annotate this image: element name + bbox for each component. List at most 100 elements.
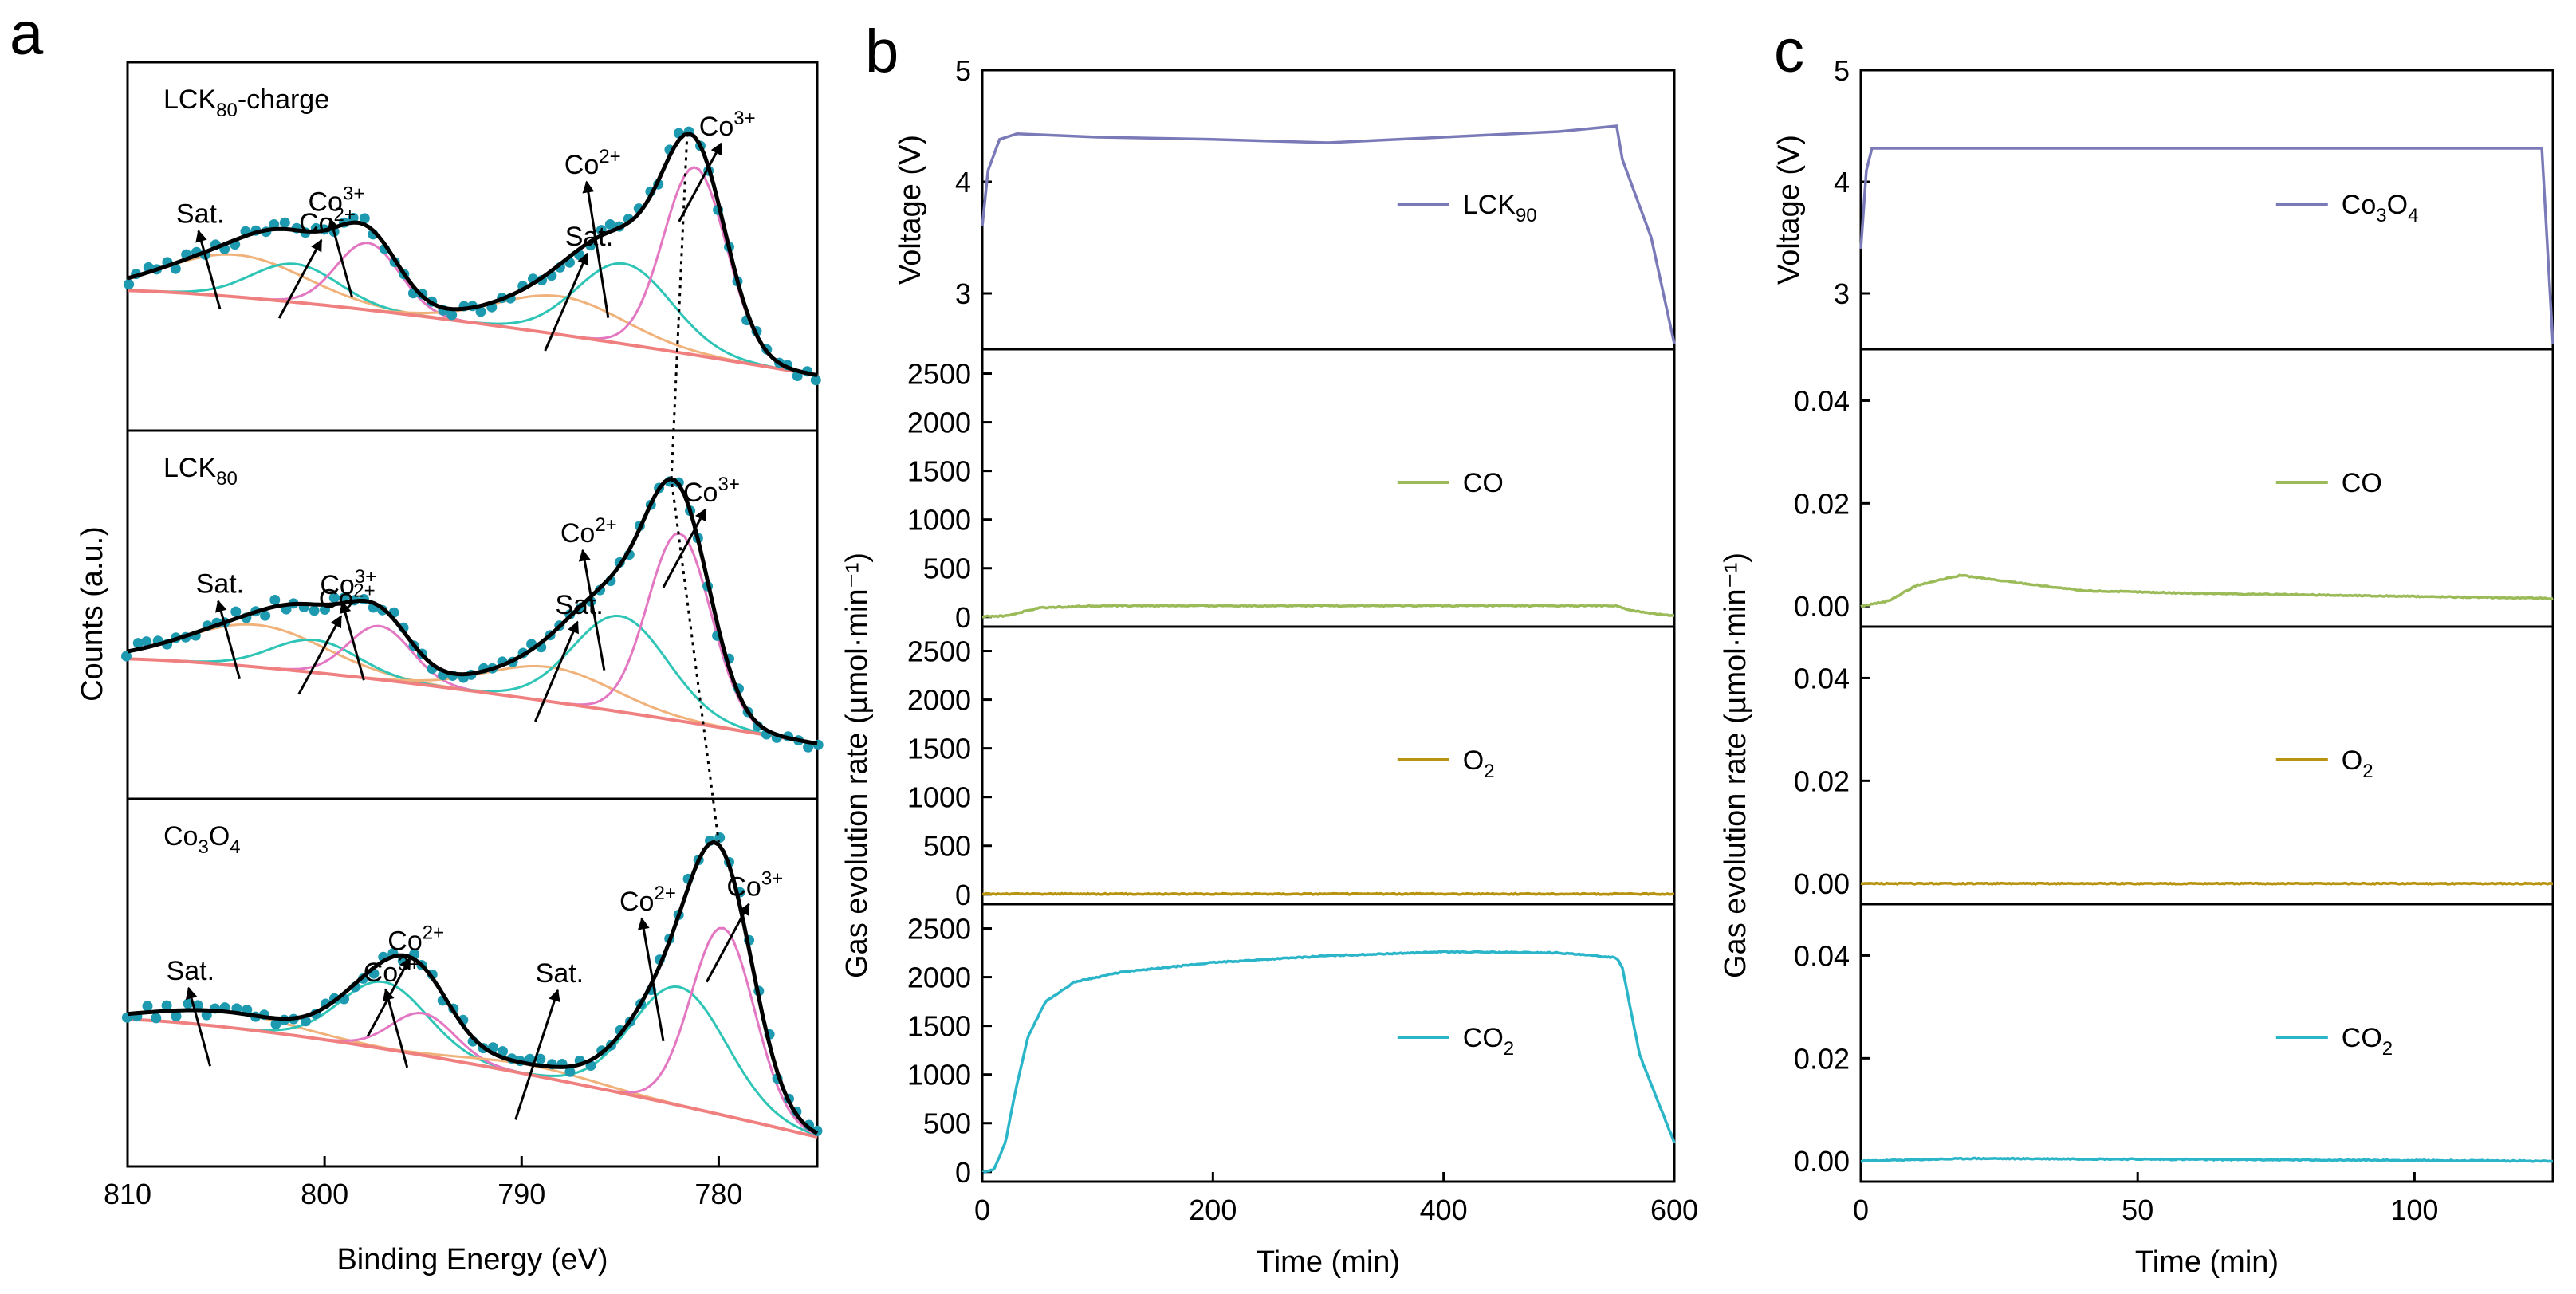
- y-tick-label: 0.04: [1794, 662, 1850, 694]
- x-tick-label: 790: [498, 1178, 545, 1210]
- panel-c-co3o4: 345Co3O40.000.020.04CO0.000.020.04O20.00…: [1719, 54, 2554, 1279]
- y-tick-label: 4: [955, 166, 971, 199]
- subplot-co3o4: 3 4 5 Co3O4: [1834, 54, 2554, 351]
- series-line-o2: [981, 891, 1675, 896]
- series-line-co2: [981, 950, 1676, 1174]
- xps-peak-label: Co2+: [299, 204, 356, 238]
- xps-annotation-arrow: [339, 600, 365, 681]
- subplot-frame: [981, 69, 1676, 351]
- subplot-frame: [981, 903, 1676, 1183]
- series-line-o2: [1860, 881, 2554, 886]
- y-tick-label: 0.00: [1794, 590, 1850, 623]
- xps-data-point: [230, 606, 242, 617]
- xps-annotation-arrow: [582, 180, 610, 318]
- xps-data-point: [810, 375, 821, 386]
- xps-data-point: [170, 263, 181, 274]
- xps-data-point: [309, 605, 320, 616]
- panel-label-b: b: [865, 18, 899, 85]
- xps-annotation-arrow: [383, 988, 409, 1068]
- xps-sample-label: LCK80-charge: [163, 85, 329, 121]
- xps-data-point: [498, 1046, 508, 1057]
- xps-annotation-arrow: [327, 218, 353, 298]
- legend-label: Co3O4: [2342, 190, 2419, 226]
- xps-peak-label: Sat.: [536, 958, 584, 989]
- subplot-o2: 0 500 1000 1500 2000 2500 O2: [907, 625, 1676, 911]
- xps-fit-envelope: [127, 131, 818, 377]
- xps-data-point: [279, 217, 290, 228]
- xps-data-point: [183, 998, 194, 1009]
- xps-subplot-frame: [126, 797, 819, 1168]
- x-tick-label: 780: [694, 1178, 742, 1210]
- xps-data-point: [446, 309, 458, 321]
- y-tick-label: 0: [955, 879, 971, 911]
- y-tick-label: 2500: [907, 358, 971, 391]
- xps-peak-label: Co2+: [560, 514, 617, 549]
- y-tick-label: 0.04: [1794, 939, 1850, 972]
- xps-peak-label: Sat.: [555, 590, 603, 620]
- xps-data-point: [121, 651, 132, 662]
- series-line-co2: [1860, 1156, 2554, 1163]
- xps-annotation-arrow: [544, 252, 589, 352]
- y-tick-label: 0.04: [1794, 384, 1850, 417]
- xps-annotation-arrow: [185, 986, 212, 1067]
- y-tick-label: 5: [955, 54, 971, 87]
- x-tick-label: 0: [1853, 1194, 1869, 1226]
- legend-label: O2: [1463, 745, 1495, 782]
- xps-data-point: [535, 1053, 546, 1064]
- xps-data-point: [132, 638, 144, 649]
- y-tick-label: 0.02: [1794, 765, 1850, 797]
- legend-label: CO: [1463, 468, 1504, 498]
- y-tick-label: 0.00: [1794, 1145, 1850, 1178]
- x-axis-label: Time (min): [1257, 1245, 1400, 1279]
- xps-data-point: [269, 219, 280, 230]
- y-tick-label: 0.02: [1794, 1042, 1850, 1075]
- xps-peak-shift-guide: [670, 133, 720, 843]
- xps-data-point: [161, 1000, 172, 1011]
- subplot-frame: [1859, 69, 2554, 351]
- xps-annotation-arrow: [578, 549, 606, 671]
- x-tick-label: 200: [1189, 1194, 1237, 1226]
- x-tick-label: 600: [1650, 1194, 1698, 1226]
- y-tick-label: 0: [955, 1156, 971, 1189]
- y-tick-label: 500: [923, 830, 971, 863]
- xps-peak-label: Co3+: [309, 183, 365, 218]
- legend-label: O2: [2342, 745, 2373, 782]
- y-tick-label: 1000: [907, 1059, 971, 1091]
- y-tick-label: 3: [1834, 277, 1850, 310]
- subplot-frame: [981, 348, 1676, 628]
- xps-data-point: [328, 592, 340, 604]
- subplot-frame: [1859, 625, 2554, 906]
- x-axis-label: Time (min): [2135, 1245, 2279, 1279]
- xps-annotation-arrow: [297, 615, 343, 695]
- x-tick-label: 400: [1420, 1194, 1468, 1226]
- xps-data-point: [348, 212, 359, 223]
- subplot-co: 0 500 1000 1500 2000 2500 CO: [907, 348, 1676, 634]
- xps-data-point: [142, 1001, 153, 1012]
- xps-data-point: [270, 1019, 281, 1029]
- voltage-axis-label: Voltage (V): [1772, 135, 1806, 285]
- xps-peak-label: Sat.: [565, 222, 613, 252]
- subplot-frame: [1859, 348, 2554, 628]
- xps-peak-label: Co3+: [320, 566, 376, 600]
- subplot-o2: 0.00 0.02 0.04 O2: [1794, 625, 2554, 906]
- y-tick-label: 4: [1834, 166, 1850, 199]
- xps-peak-label: Sat.: [196, 569, 244, 600]
- xps-data-point: [260, 610, 271, 621]
- y-tick-label: 1500: [907, 1010, 971, 1043]
- subplot-lck90: 3 4 5 LCK90: [955, 54, 1676, 351]
- xps-peak-label: Co2+: [564, 146, 621, 180]
- x-tick-label: 800: [301, 1178, 348, 1210]
- y-tick-label: 2000: [907, 962, 971, 994]
- xps-annotation-arrow: [662, 508, 707, 588]
- xps-peak-label: Co3+: [699, 108, 756, 142]
- x-tick-label: 50: [2122, 1194, 2153, 1226]
- y-tick-label: 1500: [907, 733, 971, 765]
- subplot-co: 0.00 0.02 0.04 CO: [1794, 348, 2554, 628]
- xps-sample-label: LCK80: [163, 453, 238, 490]
- xps-data-point: [124, 279, 135, 290]
- subplot-co2: 0 500 1000 1500 2000 2500 CO2: [907, 903, 1676, 1189]
- xps-annotation-arrow: [277, 238, 323, 319]
- y-tick-label: 0.02: [1794, 487, 1850, 520]
